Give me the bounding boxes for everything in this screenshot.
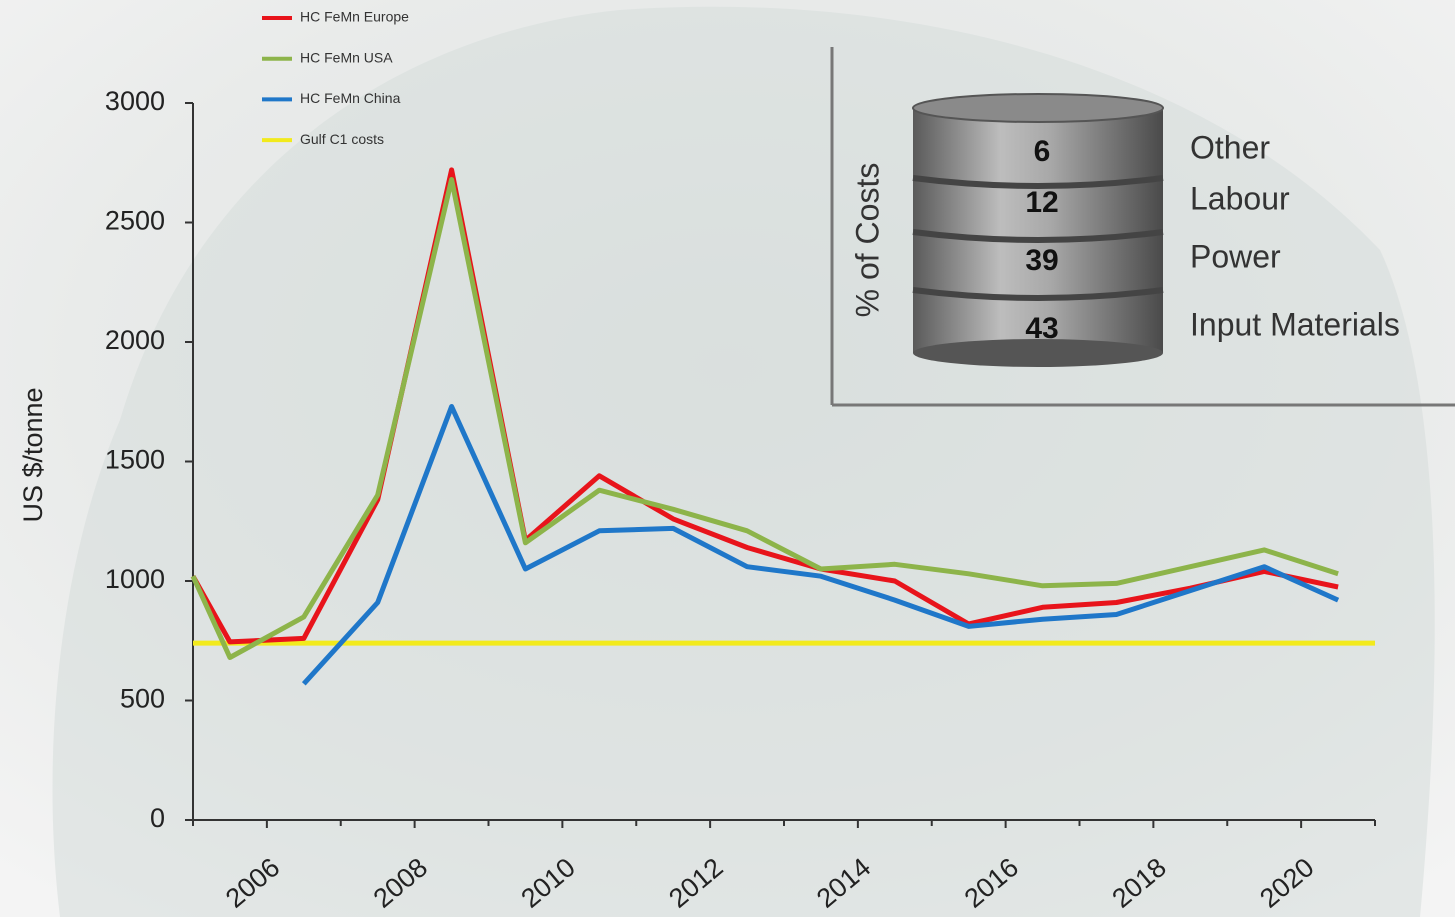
segment-value: 39: [1025, 244, 1058, 277]
y-tick-label: 3000: [105, 86, 165, 116]
y-tick-label: 500: [120, 684, 165, 714]
barrel-ring: [912, 229, 1164, 243]
legend-label: HC FeMn Europe: [300, 9, 409, 25]
segment-label: Power: [1190, 238, 1281, 274]
y-tick-label: 2500: [105, 206, 165, 236]
y-tick-label: 2000: [105, 325, 165, 355]
barrel: 6 12 39 43: [912, 93, 1164, 367]
series-line: [301, 404, 1340, 686]
barrel-ring: [912, 175, 1164, 189]
series-line: [190, 167, 1339, 645]
segment-value: 6: [1034, 135, 1051, 168]
series-line: [190, 177, 1339, 660]
barrel-body: [913, 108, 1163, 353]
barrel-top: [912, 93, 1164, 123]
barrel-bottom: [913, 339, 1163, 367]
y-tick-label: 1000: [105, 564, 165, 594]
segment-value: 12: [1025, 186, 1058, 219]
legend-label: HC FeMn China: [300, 90, 401, 106]
legend-label: Gulf C1 costs: [300, 131, 384, 147]
segment-label: Other: [1190, 129, 1270, 165]
legend-label: HC FeMn USA: [300, 49, 393, 65]
segment-label: Input Materials: [1190, 306, 1400, 342]
y-axis-label: US $/tonne: [18, 387, 48, 522]
segment-value: 43: [1025, 312, 1058, 345]
y-tick-label: 0: [150, 803, 165, 833]
y-tick-label: 1500: [105, 445, 165, 475]
segment-label: Labour: [1190, 180, 1290, 216]
inset-axis-label: % of Costs: [849, 163, 885, 318]
barrel-ring: [912, 287, 1164, 301]
